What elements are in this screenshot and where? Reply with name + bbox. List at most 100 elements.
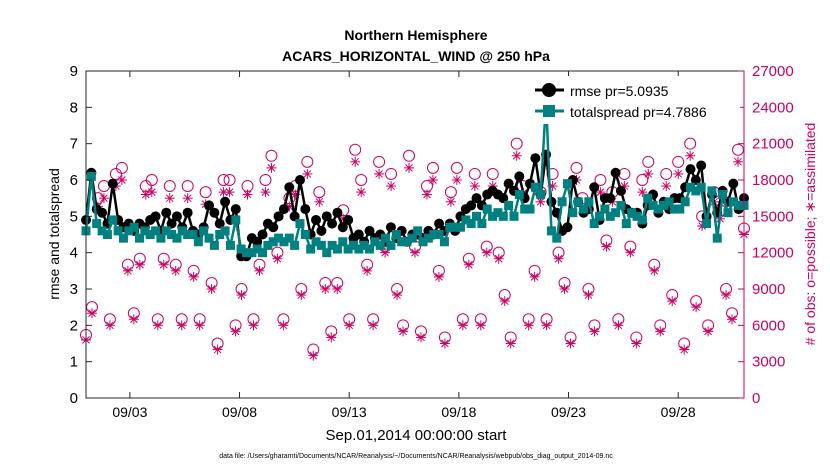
chart-title-line1: Northern Hemisphere	[344, 27, 487, 43]
obs-assimilated-marker	[146, 187, 157, 198]
x-tick-label: 09/08	[222, 404, 257, 420]
obs-assimilated-marker	[439, 338, 450, 349]
obs-possible-marker	[115, 161, 128, 174]
spread-point	[354, 244, 364, 254]
rmse-point	[589, 182, 600, 193]
spread-point	[691, 186, 701, 196]
spread-point	[279, 237, 289, 247]
obs-possible-marker	[181, 180, 194, 193]
spread-point	[466, 219, 476, 229]
spread-point	[241, 248, 251, 258]
spread-point	[381, 233, 391, 243]
rmse-point	[161, 207, 172, 218]
legend-label-spread: totalspread pr=4.7886	[570, 104, 707, 120]
spread-point	[397, 237, 407, 247]
obs-assimilated-marker	[463, 259, 474, 270]
obs-possible-marker	[355, 174, 368, 186]
obs-assimilated-marker	[278, 320, 289, 331]
obs-assimilated-marker	[224, 187, 235, 198]
obs-possible-marker	[403, 149, 416, 162]
obs-possible-marker	[510, 137, 523, 150]
y-right-tick-label: 24000	[752, 99, 794, 116]
spread-point	[536, 190, 546, 200]
obs-assimilated-marker	[158, 259, 169, 270]
rmse-point	[166, 218, 177, 229]
rmse-point	[321, 211, 332, 222]
footnote: data file: /Users/gharamti/Documents/NCA…	[219, 453, 613, 460]
obs-assimilated-marker	[667, 296, 678, 307]
y-left-tick-label: 2	[70, 317, 78, 334]
y-left-tick-label: 7	[70, 136, 78, 153]
obs-assimilated-marker	[296, 290, 307, 301]
obs-assimilated-marker	[242, 189, 253, 200]
obs-possible-marker	[349, 143, 362, 156]
spread-point	[118, 233, 128, 243]
obs-assimilated-marker	[260, 187, 271, 198]
obs-assimilated-marker	[368, 320, 379, 331]
spread-point	[477, 219, 487, 229]
spread-point	[332, 244, 342, 254]
spread-point	[611, 208, 621, 218]
spread-point	[589, 219, 599, 229]
spread-point	[723, 208, 733, 218]
obs-assimilated-marker	[553, 253, 564, 264]
spread-point	[145, 230, 155, 239]
spread-point	[728, 197, 738, 207]
rmse-point	[332, 207, 343, 218]
obs-assimilated-marker	[182, 193, 193, 204]
obs-assimilated-marker	[523, 320, 534, 331]
rmse-point	[294, 175, 305, 185]
spread-point	[129, 222, 139, 232]
rmse-point	[327, 218, 338, 229]
rmse-point	[268, 222, 279, 233]
spread-point	[686, 182, 696, 192]
obs-assimilated-marker	[314, 196, 325, 207]
spread-point	[274, 233, 284, 243]
spread-point	[530, 182, 540, 192]
rmse-point	[150, 211, 161, 222]
rmse-point	[97, 207, 108, 218]
obs-possible-marker	[373, 155, 386, 168]
spread-point	[375, 240, 385, 250]
rmse-point	[530, 153, 541, 164]
spread-point	[648, 200, 658, 210]
obs-assimilated-marker	[362, 265, 373, 276]
y-left-tick-label: 6	[70, 172, 78, 189]
rmse-point	[214, 218, 225, 229]
rmse-point	[204, 200, 215, 211]
spread-point	[664, 197, 674, 207]
spread-point	[247, 248, 257, 258]
obs-assimilated-marker	[631, 338, 642, 349]
obs-assimilated-marker	[721, 290, 732, 301]
obs-assimilated-marker	[386, 181, 397, 192]
x-tick-label: 09/28	[661, 404, 696, 420]
obs-assimilated-marker	[332, 284, 343, 294]
spread-point	[188, 230, 198, 239]
obs-assimilated-marker	[350, 156, 361, 167]
rmse-point	[353, 229, 364, 240]
obs-assimilated-marker	[176, 320, 187, 331]
spread-point	[193, 237, 203, 247]
spread-point	[595, 211, 605, 221]
rmse-point	[316, 225, 327, 236]
obs-assimilated-marker	[218, 187, 229, 198]
rmse-point	[503, 178, 514, 189]
obs-assimilated-marker	[691, 302, 702, 313]
spread-point	[439, 237, 449, 247]
rmse-point	[434, 218, 445, 229]
y-left-tick-label: 8	[70, 99, 78, 116]
rmse-point	[364, 225, 375, 236]
obs-possible-marker	[642, 155, 655, 168]
spread-point	[702, 219, 712, 229]
obs-assimilated-marker	[134, 259, 145, 270]
obs-possible-marker	[468, 167, 481, 180]
rmse-point	[107, 178, 118, 189]
y-left-tick-label: 4	[70, 245, 78, 262]
rmse-point	[289, 211, 300, 222]
spread-point	[418, 237, 428, 247]
spread-point	[568, 208, 578, 218]
spread-point	[627, 208, 637, 218]
spread-point	[97, 226, 107, 236]
spread-point	[199, 226, 209, 236]
spread-point	[584, 197, 594, 207]
